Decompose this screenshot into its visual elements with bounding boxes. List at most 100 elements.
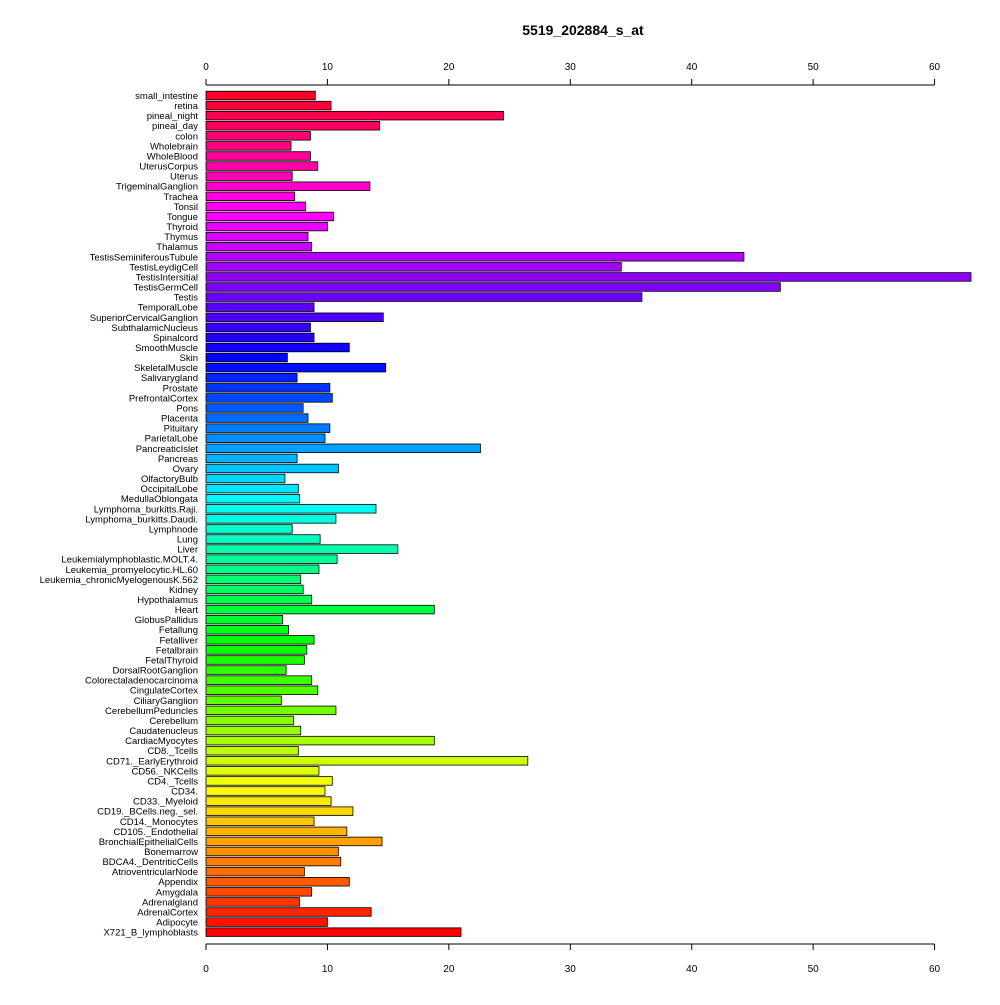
bar (205, 564, 320, 574)
bar (205, 514, 337, 524)
bar (205, 524, 293, 534)
bar (205, 614, 283, 625)
category-label: Heart (175, 605, 199, 616)
x-top-tick-label: 40 (686, 62, 698, 73)
bar (205, 352, 288, 363)
category-label: Tongue (167, 212, 198, 223)
bar (205, 473, 286, 484)
category-label: Lymphoma_burkitts.Daudi. (85, 514, 198, 525)
bar (205, 766, 320, 776)
category-label: Uterus (170, 172, 198, 183)
category-label: CardiacMyocytes (125, 736, 198, 747)
category-label: Bonemarrow (144, 847, 198, 858)
x-bottom-tick-label: 20 (443, 964, 455, 975)
category-labels: small_intestineretinapineal_nightpineal_… (40, 91, 199, 939)
bar (205, 383, 331, 393)
bar (205, 322, 311, 333)
bar (205, 181, 371, 191)
category-label: Pons (176, 403, 198, 414)
category-label: Pancreas (158, 454, 198, 465)
bar (205, 262, 622, 272)
category-label: Salivarygland (141, 373, 198, 384)
bar (205, 443, 481, 454)
x-top-tick-label: 60 (929, 62, 941, 73)
category-label: SmoothMuscle (135, 343, 198, 354)
bar (205, 493, 300, 504)
category-label: Amygdala (156, 887, 199, 898)
category-label: Spinalcord (153, 333, 198, 344)
category-label: CD71._EarlyErythroid (106, 756, 198, 767)
category-label: TestisIntersitial (136, 272, 198, 283)
bar (205, 342, 350, 353)
bar (205, 463, 339, 474)
category-label: Wholebrain (150, 141, 198, 152)
x-bottom-tick-label: 60 (929, 964, 941, 975)
category-label: TrigeminalGanglion (116, 182, 198, 193)
category-label: SuperiorCervicalGanglion (90, 313, 198, 324)
bar (205, 625, 289, 635)
bar (205, 362, 387, 373)
category-label: AtrioventricularNode (112, 867, 198, 878)
bar (205, 907, 372, 917)
category-label: DorsalRootGanglion (112, 666, 198, 677)
category-label: Pituitary (164, 424, 199, 435)
x-top-tick-label: 0 (203, 62, 209, 73)
category-label: X721_B_lymphoblasts (103, 928, 198, 939)
category-label: Fetalbrain (156, 645, 198, 656)
bar (205, 806, 354, 816)
category-label: Hypothalamus (137, 595, 198, 606)
category-label: Appendix (158, 877, 198, 888)
bar (205, 252, 745, 262)
category-label: CD14._Monocytes (120, 817, 198, 828)
category-label: Fetallung (159, 625, 198, 636)
category-label: CiliaryGanglion (134, 696, 198, 707)
x-top-tick-label: 20 (443, 62, 455, 73)
category-label: SkeletalMuscle (134, 363, 198, 374)
bar (205, 544, 399, 554)
bar (205, 161, 319, 171)
category-label: small_intestine (135, 91, 198, 102)
category-label: PancreaticIslet (136, 444, 199, 455)
category-label: UterusCorpus (139, 162, 198, 173)
bars-group (205, 90, 972, 937)
x-axis-top: 0 10 20 30 40 50 60 (203, 62, 941, 86)
bar (205, 241, 313, 252)
bar (205, 846, 339, 857)
bar (205, 917, 328, 927)
category-label: Liver (177, 545, 198, 556)
bar (205, 393, 333, 403)
x-bottom-tick-label: 40 (686, 964, 698, 975)
category-label: CD4._Tcells (147, 776, 198, 787)
x-top-tick-label: 30 (565, 62, 577, 73)
x-top-tick-label: 10 (322, 62, 334, 73)
bar (205, 272, 972, 282)
category-label: Tonsil (174, 202, 198, 213)
bar (205, 90, 316, 101)
bar (205, 554, 338, 564)
bar (205, 171, 293, 181)
bar (205, 574, 302, 585)
category-label: Ovary (173, 464, 199, 475)
category-label: pineal_day (152, 121, 198, 132)
bar (205, 231, 309, 242)
category-label: WholeBlood (147, 151, 198, 162)
bar (205, 927, 462, 937)
bar (205, 897, 300, 907)
category-label: Thymus (164, 232, 198, 243)
category-label: Leukemia_chronicMyelogenousK.562 (40, 575, 198, 586)
category-label: PrefrontalCortex (129, 393, 198, 404)
bar (205, 282, 781, 292)
category-label: BronchialEpithelialCells (99, 837, 199, 848)
category-label: colon (175, 131, 198, 142)
bar (205, 312, 384, 322)
category-label: CD33._Myeloid (133, 797, 198, 808)
category-label: OlfactoryBulb (141, 474, 198, 485)
category-label: MedullaOblongata (121, 494, 199, 505)
x-bottom-tick-label: 30 (565, 964, 577, 975)
category-label: ParietalLobe (145, 434, 198, 445)
bar (205, 221, 328, 232)
x-bottom-tick-label: 10 (322, 964, 334, 975)
category-label: Adrenalgland (142, 897, 198, 908)
bar (205, 141, 292, 151)
